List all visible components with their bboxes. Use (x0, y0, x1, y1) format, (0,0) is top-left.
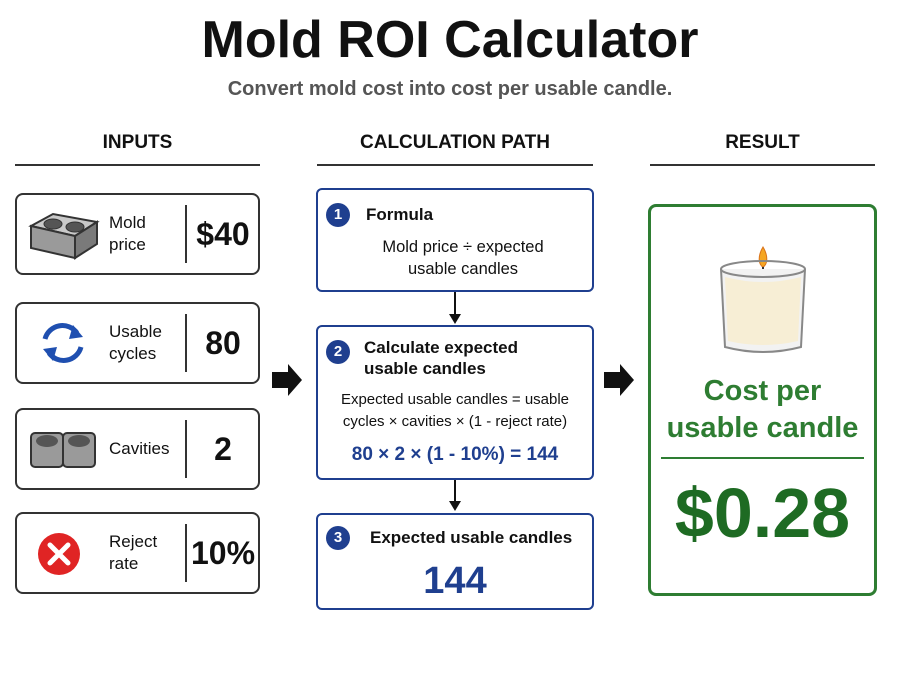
input-label: Mold price (109, 213, 146, 254)
result-value: $0.28 (674, 474, 851, 552)
divider (185, 524, 187, 582)
title: Mold ROI Calculator (201, 11, 699, 69)
result-rule (661, 457, 864, 459)
step-text: Expected usable candles = usable cycles … (340, 391, 570, 430)
divider (185, 420, 187, 478)
cavities-icon (30, 432, 96, 468)
cycle-icon (42, 323, 84, 363)
divider (185, 205, 187, 263)
input-value: $40 (196, 215, 250, 252)
calc-heading: CALCULATION PATH (360, 132, 550, 153)
input-label: Reject rate (109, 532, 158, 573)
step-title: Expected usable candles (370, 528, 573, 547)
input-value: 80 (205, 324, 241, 361)
step-card: 3 Expected usable candles 144 (316, 513, 594, 610)
divider (185, 314, 187, 372)
mold-icon (28, 212, 100, 260)
input-value: 10% (190, 534, 256, 571)
step-number: 1 (326, 203, 350, 227)
step-card: 1 Formula Mold price ÷ expected usable c… (316, 188, 594, 292)
input-value: 2 (214, 430, 232, 467)
result-heading: RESULT (725, 132, 800, 153)
step-card: 2 Calculate expected usable candles Expe… (316, 325, 594, 480)
rule (650, 164, 875, 166)
input-card: Reject rate 10% (15, 512, 260, 594)
result-label: Cost per usable candle (666, 375, 859, 444)
step-number: 3 (326, 526, 350, 550)
subtitle: Convert mold cost into cost per usable c… (227, 78, 673, 100)
input-card: Cavities 2 (15, 408, 260, 490)
step-text: Mold price ÷ expected usable candles (382, 238, 544, 278)
input-label: Usable cycles (109, 322, 162, 363)
input-card: Mold price $40 (15, 193, 260, 275)
rule (317, 164, 593, 166)
rule (15, 164, 260, 166)
candle-icon (720, 246, 806, 353)
result-card: Cost per usable candle $0.28 (648, 204, 877, 596)
input-label: Cavities (109, 439, 170, 458)
step-number: 2 (326, 340, 350, 364)
step-title: Formula (366, 205, 434, 224)
step-equation: 80 × 2 × (1 - 10%) = 144 (351, 444, 559, 465)
step-title: Calculate expected usable candles (364, 338, 519, 378)
step-result: 144 (423, 560, 487, 602)
inputs-heading: INPUTS (102, 132, 173, 153)
reject-icon (38, 533, 80, 575)
input-card: Usable cycles 80 (15, 302, 260, 384)
